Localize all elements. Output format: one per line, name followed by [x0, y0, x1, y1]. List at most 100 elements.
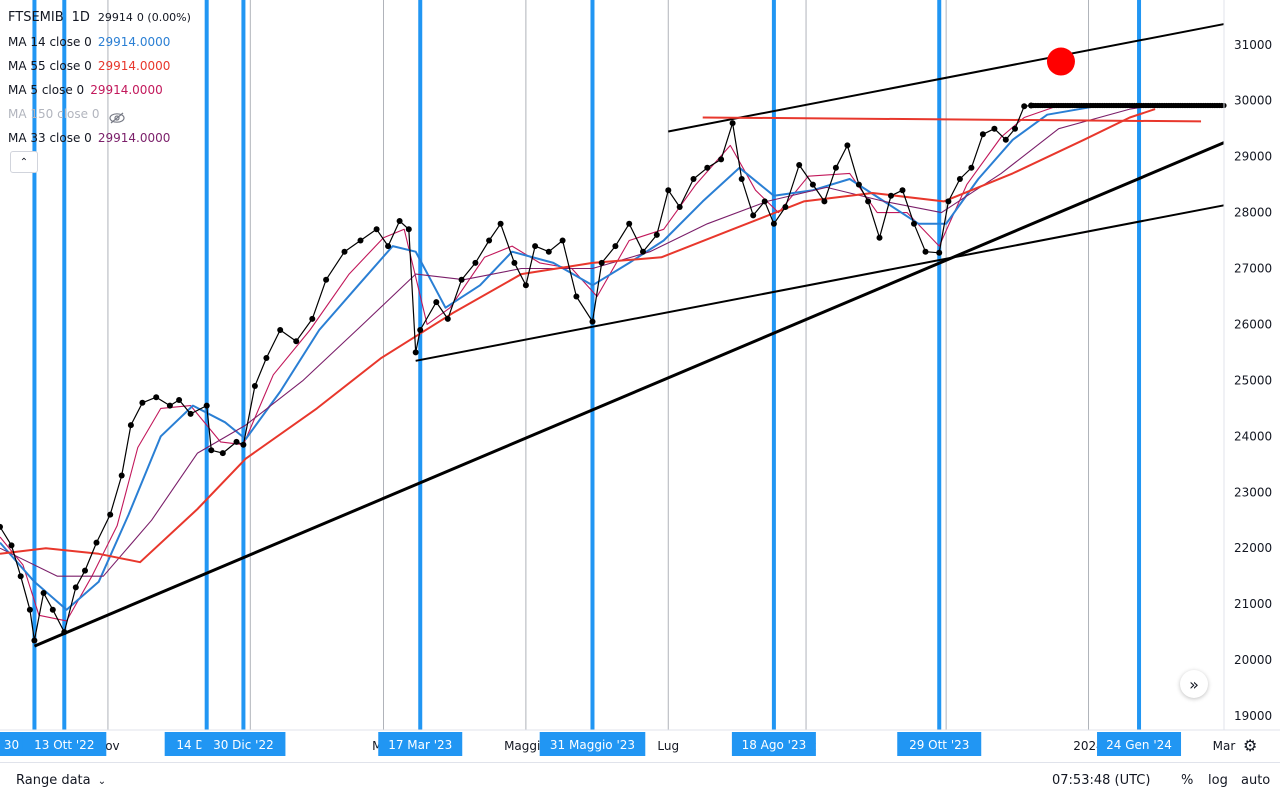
price-point — [412, 349, 419, 356]
legend-ma55[interactable]: MA 55 close 0 29914.0000 — [8, 54, 199, 78]
legend-ma5[interactable]: MA 5 close 0 29914.0000 — [8, 78, 199, 102]
log-toggle[interactable]: log — [1208, 773, 1228, 788]
price-point — [82, 567, 88, 574]
last-price: 29914 — [97, 11, 133, 24]
price-point — [61, 629, 68, 636]
clock[interactable]: 07:53:48 (UTC) — [1052, 773, 1151, 788]
price-point — [865, 198, 872, 205]
price-point — [911, 220, 917, 227]
price-point — [809, 181, 816, 188]
marker-label-text: 31 Maggio '23 — [550, 738, 635, 752]
price-point — [738, 176, 745, 182]
legend-ma150[interactable]: MA 150 close 0 — [8, 102, 199, 126]
symbol-name[interactable]: FTSEMIB — [8, 10, 64, 25]
price-point — [458, 276, 465, 283]
price-point — [598, 259, 605, 266]
time-tick-label: 2024 — [1073, 739, 1104, 753]
price-tick-label: 24000 — [1234, 429, 1272, 443]
price-chart[interactable]: 19000 20000 21000 22000 23000 24000 25000 26000… — [0, 0, 1280, 762]
marker-label-bg — [539, 732, 646, 756]
interval[interactable]: 1D — [71, 10, 90, 25]
legend-ma5-value: 29914.0000 — [90, 83, 163, 97]
price-tick-label: 29000 — [1234, 150, 1272, 164]
legend-ma14-value: 29914.0000 — [97, 35, 171, 49]
price-point — [876, 234, 883, 241]
price-point — [545, 248, 552, 255]
price-point — [405, 226, 412, 233]
marker-label: 13 Ott '22 — [22, 732, 107, 756]
price-point — [341, 248, 348, 255]
price-point — [761, 198, 768, 205]
legend-collapse-button[interactable]: ⌃ — [10, 151, 38, 173]
marker-label-bg — [22, 732, 107, 756]
price-point — [93, 539, 100, 546]
marker-label: 30 Dic '22 — [201, 732, 286, 756]
price-point — [979, 131, 986, 138]
price-tick-label: 26000 — [1234, 317, 1272, 331]
price-point — [444, 315, 451, 322]
price-point — [40, 590, 47, 596]
marker-label: 29 Ott '23 — [897, 732, 982, 756]
gear-icon[interactable]: ⚙ — [1243, 736, 1258, 755]
price-point — [31, 637, 38, 644]
price-point — [139, 399, 146, 406]
price-tick-label: 19000 — [1234, 709, 1272, 723]
legend-symbol-row: FTSEMIB 1D 29914 0 (0.00%) — [8, 6, 199, 30]
scroll-to-realtime-button[interactable]: » — [1180, 670, 1208, 698]
price-point — [1012, 125, 1018, 132]
chevron-up-icon: ⌃ — [19, 156, 29, 168]
price-point — [396, 218, 403, 224]
price-tick-label: 25000 — [1234, 373, 1272, 387]
legend-ma150-name: MA 150 close 0 — [8, 107, 100, 121]
eye-off-icon[interactable] — [109, 108, 126, 124]
price-point — [770, 220, 777, 227]
marker-label: 18 Ago '23 — [731, 732, 816, 756]
price-tick-label: 28000 — [1234, 206, 1272, 220]
price-point — [72, 584, 79, 591]
price-point — [1021, 103, 1028, 110]
auto-toggle[interactable]: auto — [1241, 773, 1271, 788]
bottom-toolbar: Range data ⌄ 07:53:48 (UTC) % log auto — [0, 762, 1280, 801]
legend-ma33-value: 29914.0000 — [97, 131, 171, 145]
price-point — [251, 383, 258, 389]
legend-ma14[interactable]: MA 14 close 0 29914.0000 — [8, 30, 199, 54]
price-point — [855, 181, 862, 188]
marker-label-bg — [1097, 732, 1182, 756]
legend-ma33[interactable]: MA 33 close 0 29914.0000 — [8, 126, 199, 150]
price-point — [612, 243, 619, 250]
price-point — [888, 192, 894, 199]
price-tick-label: 23000 — [1234, 485, 1272, 499]
chevron-down-icon: ⌄ — [97, 776, 107, 787]
price-point — [233, 438, 240, 445]
price-point — [589, 318, 596, 325]
price-point — [832, 164, 839, 171]
marker-label-text: 18 Ago '23 — [742, 738, 807, 752]
price-point — [559, 237, 566, 244]
double-chevron-right-icon: » — [1189, 674, 1199, 694]
price-point — [718, 156, 725, 163]
price-point — [945, 198, 952, 205]
trendline — [33, 141, 1225, 648]
percent-toggle[interactable]: % — [1181, 773, 1194, 788]
price-point — [750, 212, 757, 219]
price-point — [187, 410, 194, 417]
price-point — [522, 282, 529, 289]
price-tick-label: 22000 — [1234, 541, 1272, 555]
price-point — [153, 394, 160, 401]
marker-label-bg — [201, 732, 286, 756]
price-point — [277, 327, 284, 333]
series-line-ma-5-close-0 — [0, 104, 1156, 622]
price-point — [486, 237, 493, 244]
price-point — [433, 299, 440, 306]
price-tick-label: 21000 — [1234, 597, 1272, 611]
marker-label-text: 24 Gen '24 — [1106, 738, 1172, 752]
range-data-button[interactable]: Range data ⌄ — [16, 773, 106, 788]
price-point — [573, 293, 580, 300]
price-point — [676, 204, 683, 210]
price-point — [323, 276, 330, 283]
price-change: 0 (0.00%) — [136, 11, 191, 24]
marker-label-bg — [731, 732, 816, 756]
price-point — [417, 327, 424, 333]
marker-label: 24 Gen '24 — [1097, 732, 1182, 756]
time-tick-label: Lug — [657, 739, 679, 753]
